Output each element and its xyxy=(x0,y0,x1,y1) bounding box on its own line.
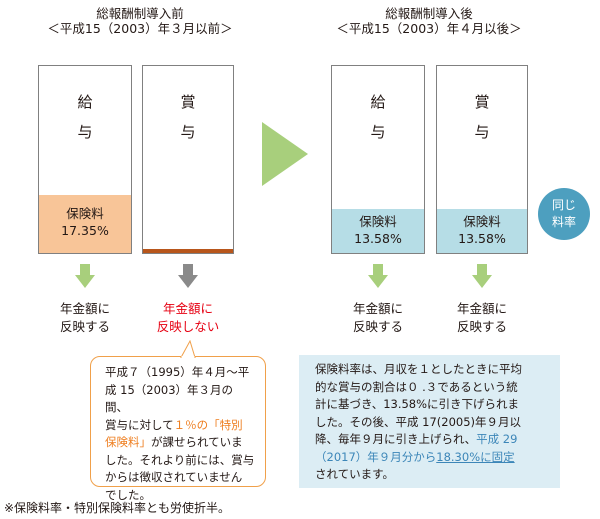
info-line-1: 保険料率は、月収を１としたときに平均 xyxy=(315,362,522,376)
down-arrow-icon xyxy=(75,264,95,288)
callout-line-4: 保険料」が課せられていま xyxy=(105,434,255,452)
after-bonus-note-2: 反映する xyxy=(456,319,507,334)
after-header: 総報酬制導入後 ＜平成15（2003）年４月以後＞ xyxy=(318,6,540,36)
callout-line-5: した。それより前には、賞与 xyxy=(105,452,255,467)
down-arrow-icon xyxy=(472,264,492,288)
callout-line-4-text: が課せられていま xyxy=(151,435,243,449)
info-line-7: されています。 xyxy=(315,467,395,481)
after-salary-premium-rate: 13.58% xyxy=(354,231,402,246)
before-bonus-label-1: 賞 xyxy=(180,93,196,111)
after-title: 総報酬制導入後 xyxy=(385,6,473,21)
after-bonus-note-1: 年金額に xyxy=(456,301,507,316)
footnote: ※保険料率・特別保険料率とも労使折半。 xyxy=(4,501,231,515)
after-bonus-note: 年金額に 反映する xyxy=(432,300,532,336)
transition-arrow-icon xyxy=(262,122,308,186)
before-bonus-box: 賞 与 xyxy=(142,65,234,254)
before-premium-label: 保険料 xyxy=(66,206,104,221)
after-bonus-box: 賞 与 保険料 13.58% xyxy=(436,65,528,254)
info-line-5-text: 降、毎年９月に引き上げられ、 xyxy=(315,432,477,446)
after-salary-label-2: 与 xyxy=(370,123,386,141)
info-line-6-underline: 18.30%に固定 xyxy=(436,449,515,464)
down-arrow-icon xyxy=(368,264,388,288)
callout-line-3-text: 賞与に対して xyxy=(105,417,174,432)
before-bonus-note: 年金額に 反映しない xyxy=(138,300,238,336)
info-line-5-highlight: 平成 29 xyxy=(476,432,518,446)
info-line-6: （2017）年９月分から18.30%に固定 xyxy=(315,449,548,467)
after-bonus-premium-label: 保険料 xyxy=(463,214,501,229)
before-header: 総報酬制導入前 ＜平成15（2003）年３月以前＞ xyxy=(30,6,250,36)
callout-line-3-highlight: １％の「特別 xyxy=(173,417,243,432)
after-bonus-premium-fill: 保険料 13.58% xyxy=(437,209,527,253)
after-bonus-label-1: 賞 xyxy=(474,93,490,111)
info-line-4: した。その後、平成 17(2005)年９月以 xyxy=(315,414,522,429)
info-line-3: 計に基づき、13.58%に引き下げられま xyxy=(315,397,520,411)
before-title: 総報酬制導入前 xyxy=(96,6,184,21)
callout-line-6: からは徴収されていません xyxy=(105,470,243,484)
info-line-2: 的な賞与の割合は０ .３であるという統 xyxy=(315,379,518,394)
after-salary-label-1: 給 xyxy=(370,93,386,111)
after-salary-note-2: 反映する xyxy=(352,319,403,334)
before-bonus-label-2: 与 xyxy=(180,123,196,141)
rate-explanation-box: 保険料率は、月収を１としたときに平均 的な賞与の割合は０ .３であるという統 計… xyxy=(299,355,560,488)
after-period: ＜平成15（2003）年４月以後＞ xyxy=(336,21,522,36)
after-salary-premium-fill: 保険料 13.58% xyxy=(332,209,424,253)
down-arrow-gray-icon xyxy=(178,264,198,288)
callout-line-7: でした。 xyxy=(105,487,151,502)
special-premium-callout: 平成７（1995）年４月～平 成 15（2003）年３月の間、 賞与に対して１％… xyxy=(90,356,266,502)
callout-pointer xyxy=(180,340,196,358)
callout-line-1: 平成７（1995）年４月～平 xyxy=(105,365,250,379)
same-rate-badge: 同じ 料率 xyxy=(538,188,590,240)
before-bonus-note-2: 反映しない xyxy=(156,319,220,334)
before-salary-label-2: 与 xyxy=(77,123,93,141)
info-line-5: 降、毎年９月に引き上げられ、平成 29 xyxy=(315,431,548,449)
after-salary-note-1: 年金額に xyxy=(352,301,403,316)
same-rate-badge-line-2: 料率 xyxy=(551,215,576,229)
before-period: ＜平成15（2003）年３月以前＞ xyxy=(47,21,233,36)
before-salary-note-2: 反映する xyxy=(59,319,110,334)
same-rate-badge-line-1: 同じ xyxy=(551,198,576,212)
before-bonus-note-1: 年金額に xyxy=(162,301,213,316)
before-premium-fill: 保険料 17.35% xyxy=(39,195,131,253)
after-salary-box: 給 与 保険料 13.58% xyxy=(331,65,425,254)
before-salary-box: 給 与 保険料 17.35% xyxy=(38,65,132,254)
before-salary-note-1: 年金額に xyxy=(59,301,110,316)
callout-line-4-highlight: 保険料」 xyxy=(105,435,151,449)
before-salary-note: 年金額に 反映する xyxy=(35,300,135,336)
after-bonus-premium-rate: 13.58% xyxy=(458,231,506,246)
after-salary-premium-label: 保険料 xyxy=(359,214,397,229)
after-bonus-label-2: 与 xyxy=(474,123,490,141)
before-salary-label-1: 給 xyxy=(77,93,93,111)
callout-line-3: 賞与に対して１％の「特別 xyxy=(105,417,255,435)
before-premium-rate: 17.35% xyxy=(61,223,109,238)
callout-line-2: 成 15（2003）年３月の間、 xyxy=(105,382,234,415)
after-salary-note: 年金額に 反映する xyxy=(328,300,428,336)
before-bonus-bar xyxy=(143,249,233,253)
info-line-6-highlight: （2017）年９月分から xyxy=(315,449,437,464)
